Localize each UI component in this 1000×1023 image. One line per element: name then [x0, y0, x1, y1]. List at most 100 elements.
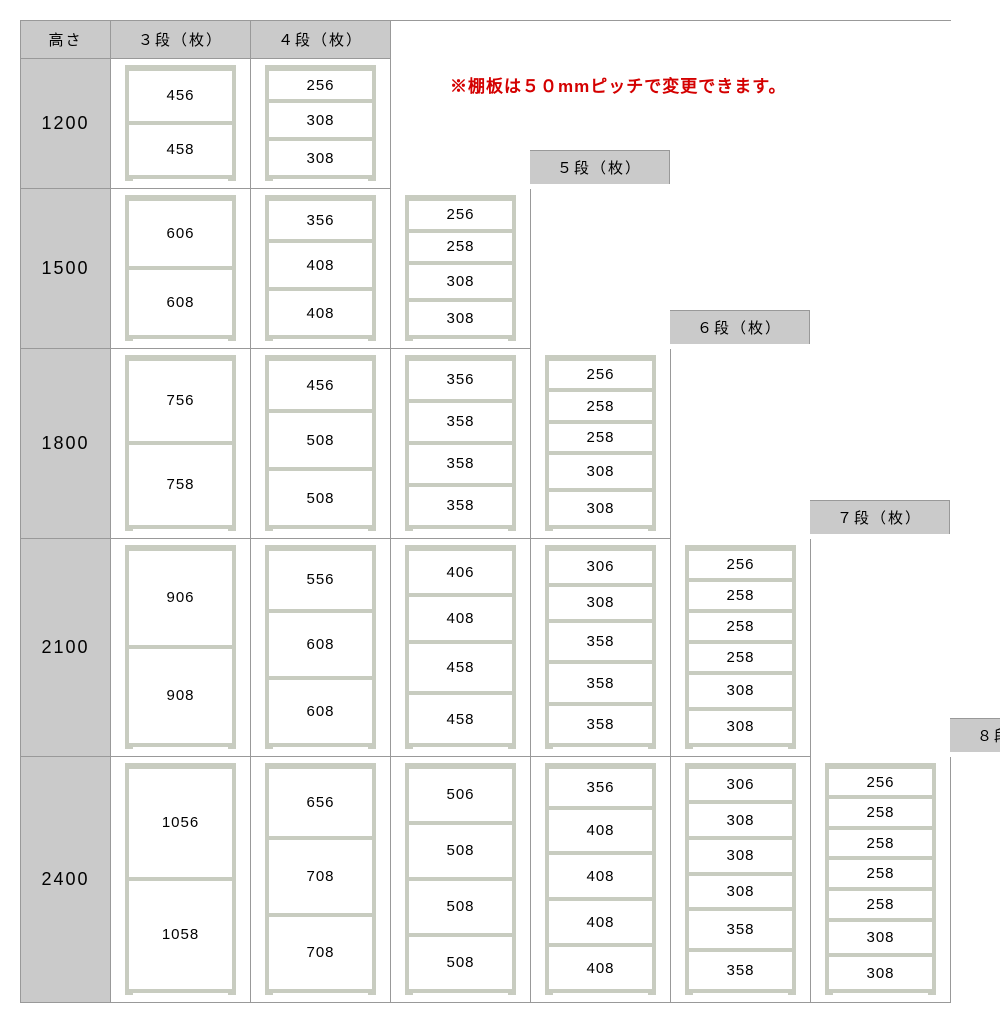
shelf-gap: 308 — [689, 671, 792, 707]
shelf-gap: 408 — [549, 851, 652, 897]
shelf-gap: 258 — [829, 795, 932, 826]
shelf-gap: 606 — [129, 201, 232, 266]
shelf-gap: 358 — [549, 619, 652, 660]
cell-1800-c5: 356358358358 — [391, 349, 531, 539]
shelf-gap: 258 — [829, 826, 932, 857]
cell-1800-c4: 456508508 — [251, 349, 391, 539]
row-label-1200: 1200 — [21, 59, 111, 189]
shelf-gap: 308 — [549, 451, 652, 488]
shelf-gap: 708 — [269, 836, 372, 912]
shelf-gap: 356 — [549, 769, 652, 806]
shelf-gap: 406 — [409, 551, 512, 593]
shelf-gap: 508 — [409, 877, 512, 933]
cell-1800-c6: 256258258308308 — [531, 349, 671, 539]
shelf-gap: 308 — [829, 953, 932, 989]
shelf-gap: 358 — [549, 660, 652, 701]
shelf-gap: 408 — [409, 593, 512, 639]
shelf-gap: 358 — [409, 483, 512, 525]
cell-2100-c5: 406408458458 — [391, 539, 531, 757]
shelf-gap: 608 — [269, 609, 372, 676]
header-c8: ８段（枚） — [950, 718, 1000, 752]
row-label-1500: 1500 — [21, 189, 111, 349]
header-c4: ４段（枚） — [251, 21, 391, 59]
shelf-gap: 308 — [689, 836, 792, 872]
shelf-gap: 308 — [409, 298, 512, 335]
shelf-gap: 308 — [269, 137, 372, 175]
shelf-gap: 258 — [829, 856, 932, 887]
shelf-gap: 306 — [689, 769, 792, 800]
cell-2400-c3: 10561058 — [111, 757, 251, 1003]
shelf-gap: 708 — [269, 913, 372, 989]
header-c3: ３段（枚） — [111, 21, 251, 59]
shelf-gap: 758 — [129, 441, 232, 525]
shelf-gap: 308 — [549, 583, 652, 619]
shelf-gap: 356 — [269, 201, 372, 239]
shelf-gap: 408 — [269, 287, 372, 335]
shelf-gap: 258 — [549, 420, 652, 452]
shelf-gap: 358 — [409, 399, 512, 441]
row-label-2400: 2400 — [21, 757, 111, 1003]
cell-2400-c5: 506508508508 — [391, 757, 531, 1003]
shelf-gap: 556 — [269, 551, 372, 609]
header-c7: ７段（枚） — [810, 500, 950, 534]
shelf-gap: 258 — [409, 229, 512, 261]
row-label-1800: 1800 — [21, 349, 111, 539]
shelf-gap: 358 — [689, 907, 792, 948]
cell-2100-c4: 556608608 — [251, 539, 391, 757]
shelf-gap: 608 — [129, 266, 232, 335]
shelf-gap: 308 — [689, 872, 792, 908]
cell-1500-c3: 606608 — [111, 189, 251, 349]
shelf-gap: 656 — [269, 769, 372, 836]
shelf-gap: 308 — [689, 800, 792, 836]
cell-2400-c4: 656708708 — [251, 757, 391, 1003]
cell-1500-c5: 256258308308 — [391, 189, 531, 349]
cell-1200-c3: 456458 — [111, 59, 251, 189]
shelf-gap: 458 — [129, 121, 232, 175]
shelf-gap: 458 — [409, 691, 512, 743]
shelf-gap: 906 — [129, 551, 232, 645]
shelf-gap: 508 — [269, 409, 372, 467]
shelf-gap: 608 — [269, 676, 372, 743]
shelf-gap: 256 — [829, 769, 932, 795]
shelf-gap: 258 — [689, 609, 792, 640]
shelf-gap: 508 — [269, 467, 372, 525]
shelf-gap: 908 — [129, 645, 232, 743]
cell-1500-c4: 356408408 — [251, 189, 391, 349]
shelf-gap: 358 — [549, 702, 652, 743]
shelf-gap: 258 — [689, 640, 792, 671]
shelf-gap: 358 — [409, 441, 512, 483]
shelf-gap: 308 — [829, 918, 932, 954]
shelf-gap: 458 — [409, 640, 512, 692]
shelf-gap: 308 — [689, 707, 792, 743]
shelf-gap: 508 — [409, 821, 512, 877]
shelf-gap: 456 — [129, 71, 232, 121]
header-c6: ６段（枚） — [670, 310, 810, 344]
shelf-gap: 1058 — [129, 877, 232, 989]
shelf-gap: 258 — [829, 887, 932, 918]
shelf-gap: 256 — [549, 361, 652, 388]
shelf-gap: 756 — [129, 361, 232, 441]
cell-2100-c6: 306308358358358 — [531, 539, 671, 757]
shelf-gap: 408 — [549, 897, 652, 943]
shelf-gap: 258 — [549, 388, 652, 420]
shelf-gap: 256 — [689, 551, 792, 578]
cell-2100-c3: 906908 — [111, 539, 251, 757]
shelf-spec-chart: ※棚板は５０mmピッチで変更できます。 高さ３段（枚）４段（枚）12004564… — [20, 20, 980, 1003]
cell-1800-c3: 756758 — [111, 349, 251, 539]
shelf-gap: 256 — [409, 201, 512, 229]
shelf-gap: 1056 — [129, 769, 232, 877]
shelf-gap: 308 — [549, 488, 652, 525]
shelf-gap: 256 — [269, 71, 372, 99]
shelf-gap: 358 — [689, 948, 792, 989]
shelf-gap: 408 — [549, 943, 652, 989]
cell-2400-c7: 306308308308358358 — [671, 757, 811, 1003]
header-height: 高さ — [21, 21, 111, 59]
shelf-gap: 308 — [409, 261, 512, 298]
header-c5: ５段（枚） — [530, 150, 670, 184]
shelf-gap: 506 — [409, 769, 512, 821]
shelf-gap: 408 — [269, 239, 372, 287]
shelf-gap: 258 — [689, 578, 792, 609]
cell-1200-c4: 256308308 — [251, 59, 391, 189]
cell-2400-c6: 356408408408408 — [531, 757, 671, 1003]
row-label-2100: 2100 — [21, 539, 111, 757]
